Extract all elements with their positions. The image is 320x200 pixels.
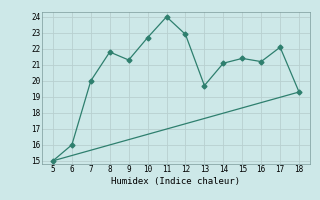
X-axis label: Humidex (Indice chaleur): Humidex (Indice chaleur) xyxy=(111,177,241,186)
